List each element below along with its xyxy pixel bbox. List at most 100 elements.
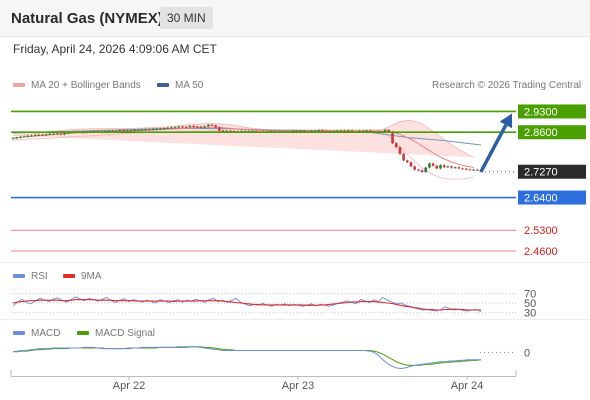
macd-signal-swatch <box>77 331 89 336</box>
candle <box>350 130 354 132</box>
candle <box>468 169 472 171</box>
legend-ma20: MA 20 + Bollinger Bands <box>13 80 141 91</box>
candle <box>428 163 431 168</box>
legend-ma20-label: MA 20 + Bollinger Bands <box>31 80 141 91</box>
candle <box>136 129 140 131</box>
rsi-tick-label: 50 <box>524 298 536 310</box>
candle <box>207 124 210 127</box>
candle <box>199 126 203 128</box>
candle <box>192 126 195 128</box>
candle <box>122 130 125 132</box>
rsi-ma-line <box>12 299 481 311</box>
legend-rsi-ma: 9MA <box>63 271 102 282</box>
candle <box>453 167 457 169</box>
rsi-tick-label: 30 <box>524 307 536 319</box>
rsi-tick-label: 70 <box>524 289 536 301</box>
legend-macd-label: MACD <box>31 328 61 339</box>
candle <box>291 130 295 132</box>
candle <box>398 147 402 154</box>
candle <box>402 153 405 161</box>
macd-swatch <box>13 331 25 336</box>
candle <box>195 126 199 128</box>
candle <box>59 133 63 135</box>
legend-rsi-ma-label: 9MA <box>81 271 102 282</box>
candle <box>63 133 66 135</box>
candle <box>335 130 339 132</box>
rsi-line <box>12 296 482 312</box>
candle <box>30 135 33 137</box>
candle <box>461 168 464 170</box>
candle <box>173 127 177 129</box>
candle <box>225 130 229 132</box>
candle <box>442 165 446 168</box>
candle <box>210 124 214 126</box>
candle <box>431 163 435 166</box>
candle <box>446 166 450 168</box>
candle <box>369 130 372 132</box>
candle <box>11 138 15 140</box>
timeframe-button[interactable]: 30 MIN <box>160 7 213 29</box>
candle <box>472 169 475 171</box>
ma50-swatch <box>157 83 169 88</box>
legend-ma50-label: MA 50 <box>175 80 204 91</box>
candle <box>151 128 155 130</box>
projection-arrow-head <box>499 113 513 129</box>
legend-macd: MACD <box>13 328 60 339</box>
support-level-label: 2.4600 <box>524 246 558 258</box>
x-axis-tick-label: Apr 22 <box>113 380 145 392</box>
candle <box>170 127 173 129</box>
pivot-level-tag <box>518 190 586 205</box>
candle <box>383 129 387 132</box>
candle <box>133 129 136 131</box>
chart-credit: Research © 2026 Trading Central <box>432 80 582 91</box>
pivot-level-label: 2.6400 <box>524 193 558 205</box>
candle <box>218 127 221 131</box>
candle <box>347 130 350 132</box>
support-level-label: 2.5300 <box>524 225 558 237</box>
candle <box>159 128 162 130</box>
candle <box>343 130 346 132</box>
candle <box>310 130 313 132</box>
candle <box>387 129 391 132</box>
candle <box>55 133 59 135</box>
candle <box>358 130 361 132</box>
candle <box>394 143 398 148</box>
candle <box>41 134 44 136</box>
candle <box>435 165 439 169</box>
candle <box>413 166 416 170</box>
candle <box>214 125 217 128</box>
x-axis-tick-label: Apr 24 <box>451 380 483 392</box>
legend-rsi-label: RSI <box>31 271 48 282</box>
legend-rsi: RSI <box>13 271 48 282</box>
legend-ma50: MA 50 <box>157 80 203 91</box>
candle <box>26 135 30 137</box>
candle <box>464 168 468 170</box>
rsi-swatch <box>13 274 25 279</box>
candle <box>365 130 369 132</box>
candle <box>148 129 151 131</box>
candle <box>324 130 328 132</box>
candle <box>321 130 324 132</box>
candle <box>144 129 147 131</box>
candle <box>417 169 420 171</box>
candle <box>476 169 479 171</box>
candle <box>420 170 424 173</box>
ma20-swatch <box>13 83 25 88</box>
candle <box>52 133 55 135</box>
candle <box>118 130 122 132</box>
candle <box>177 126 181 128</box>
chart-header: Natural Gas (NYMEX) 30 MIN <box>0 0 590 36</box>
candle <box>155 128 159 130</box>
candle <box>111 130 114 132</box>
candle <box>313 130 317 132</box>
candle <box>107 130 111 132</box>
resistance-level-tag <box>518 104 586 119</box>
x-axis-tick-label: Apr 23 <box>282 380 314 392</box>
legend-macd-signal: MACD Signal <box>77 328 155 339</box>
candle <box>339 130 343 132</box>
macd-tick-label: 0 <box>524 347 530 359</box>
candle <box>140 129 144 131</box>
resistance-level-tag <box>518 125 586 140</box>
candle <box>295 130 299 132</box>
last-price-tag <box>518 164 586 179</box>
